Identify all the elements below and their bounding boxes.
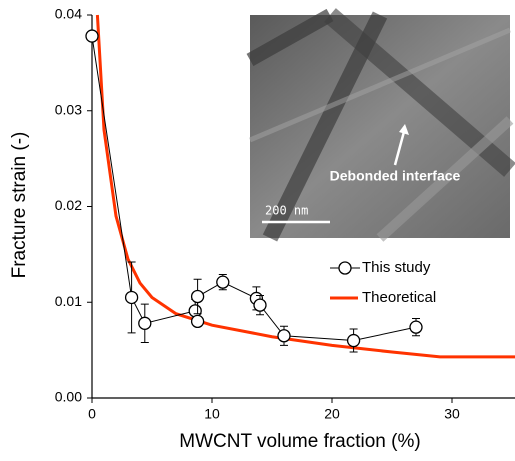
legend-label: This study: [362, 259, 431, 276]
y-tick-label: 0.02: [55, 197, 82, 213]
data-point: [139, 317, 151, 329]
data-point: [278, 330, 290, 342]
x-tick-label: 30: [444, 406, 460, 422]
y-tick-label: 0.03: [55, 101, 82, 117]
data-point: [410, 321, 422, 333]
data-point: [217, 276, 229, 288]
data-point: [254, 299, 266, 311]
data-point: [86, 30, 98, 42]
y-tick-label: 0.00: [55, 389, 82, 405]
inset-annotation: Debonded interface: [330, 168, 461, 184]
y-tick-label: 0.04: [55, 6, 82, 22]
legend-label: Theoretical: [362, 289, 436, 306]
data-point: [348, 335, 360, 347]
legend-swatch: [339, 262, 351, 274]
x-tick-label: 0: [88, 406, 96, 422]
x-axis-title: MWCNT volume fraction (%): [179, 431, 420, 452]
y-axis-title: Fracture strain (-): [9, 132, 30, 279]
x-tick-label: 20: [324, 406, 340, 422]
data-point: [192, 291, 204, 303]
x-tick-label: 10: [204, 406, 220, 422]
chart: Debonded interface 200 nm Fracture strai…: [0, 0, 515, 461]
data-point: [192, 315, 204, 327]
data-point: [126, 291, 138, 303]
scale-label: 200 nm: [265, 204, 308, 218]
y-tick-label: 0.01: [55, 293, 82, 309]
